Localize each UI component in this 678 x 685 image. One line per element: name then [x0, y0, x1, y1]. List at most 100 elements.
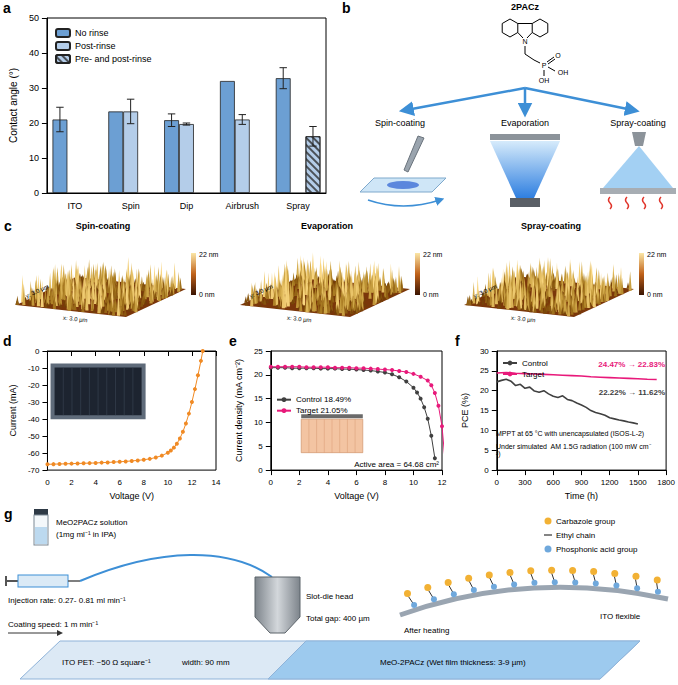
svg-text:c: c	[4, 218, 12, 234]
svg-text:Coating speed: 1 m min⁻¹: Coating speed: 1 m min⁻¹	[8, 620, 98, 629]
svg-text:6: 6	[354, 478, 359, 487]
svg-text:Injection rate: 0.27- 0.81 ml: Injection rate: 0.27- 0.81 ml min⁻¹	[8, 596, 126, 605]
svg-text:Voltage (V): Voltage (V)	[334, 491, 379, 501]
svg-text:d: d	[3, 333, 12, 349]
svg-text:P: P	[542, 62, 547, 69]
svg-text:Spray: Spray	[286, 201, 310, 211]
svg-text:-30: -30	[28, 398, 40, 407]
svg-text:0: 0	[258, 466, 263, 475]
svg-text:14: 14	[212, 478, 221, 487]
svg-text:f: f	[455, 333, 460, 349]
svg-text:Control 18.49%: Control 18.49%	[296, 395, 351, 404]
svg-text:40: 40	[29, 48, 39, 58]
svg-text:Post-rinse: Post-rinse	[75, 41, 116, 51]
svg-text:25: 25	[254, 347, 263, 356]
svg-text:Carbazole group: Carbazole group	[556, 517, 616, 526]
svg-text:Spin-coating: Spin-coating	[375, 118, 425, 128]
svg-text:Spin-coating: Spin-coating	[76, 221, 131, 231]
svg-text:Ethyl chain: Ethyl chain	[556, 531, 595, 540]
svg-text:300: 300	[518, 478, 532, 487]
svg-text:Airbrush: Airbrush	[226, 201, 260, 211]
svg-text:Target 21.05%: Target 21.05%	[296, 406, 348, 415]
svg-text:Under simulated AM 1.5G radia: Under simulated AM 1.5G radiation (100 m…	[496, 443, 652, 451]
svg-text:-60: -60	[28, 449, 40, 458]
svg-text:N: N	[522, 38, 527, 45]
svg-text:Target: Target	[522, 370, 545, 379]
svg-text:Current (mA): Current (mA)	[8, 385, 18, 437]
svg-text:0 nm: 0 nm	[647, 291, 663, 298]
svg-text:ITO flexible: ITO flexible	[600, 612, 641, 621]
svg-text:20: 20	[480, 386, 489, 395]
svg-text:0: 0	[269, 478, 274, 487]
svg-text:1200: 1200	[601, 478, 619, 487]
svg-text:Spin: Spin	[122, 201, 140, 211]
svg-text:4: 4	[93, 478, 98, 487]
svg-text:Spray-coating: Spray-coating	[610, 118, 666, 128]
svg-text:30: 30	[29, 83, 39, 93]
svg-text:a: a	[3, 0, 11, 16]
svg-text:OH: OH	[539, 77, 550, 84]
svg-text:2: 2	[297, 478, 302, 487]
svg-text:20: 20	[254, 370, 263, 379]
svg-text:6: 6	[117, 478, 122, 487]
svg-text:Dip: Dip	[180, 201, 194, 211]
svg-text:PCE (%): PCE (%)	[460, 393, 470, 428]
svg-text:y: 3.0 µm: y: 3.0 µm	[473, 283, 498, 299]
svg-text:0: 0	[45, 478, 50, 487]
svg-text:ITO PET: ~50 Ω square⁻¹: ITO PET: ~50 Ω square⁻¹	[62, 658, 151, 667]
svg-text:600: 600	[547, 478, 561, 487]
svg-text:-10: -10	[28, 364, 40, 373]
svg-text:10: 10	[480, 426, 489, 435]
svg-text:Current density (mA cm⁻²): Current density (mA cm⁻²)	[234, 359, 244, 462]
svg-text:Phosphonic acid group: Phosphonic acid group	[556, 545, 638, 554]
svg-text:0: 0	[484, 466, 489, 475]
svg-text:b: b	[342, 0, 351, 16]
svg-text:y: 3.0 µm: y: 3.0 µm	[249, 283, 274, 299]
svg-text:²): ²)	[496, 450, 501, 458]
svg-text:Total gap: 400 µm: Total gap: 400 µm	[306, 614, 370, 623]
svg-text:width: 90 mm: width: 90 mm	[181, 658, 230, 667]
svg-text:Contact angle (°): Contact angle (°)	[8, 68, 19, 143]
svg-text:OH: OH	[558, 69, 569, 76]
svg-text:25: 25	[480, 366, 489, 375]
svg-text:0: 0	[495, 478, 500, 487]
svg-text:10: 10	[163, 478, 172, 487]
svg-text:Active area = 64.68 cm²: Active area = 64.68 cm²	[354, 460, 439, 469]
svg-text:1500: 1500	[629, 478, 647, 487]
svg-text:Pre- and post-rinse: Pre- and post-rinse	[75, 54, 152, 64]
svg-text:-20: -20	[28, 381, 40, 390]
svg-text:Spray-coating: Spray-coating	[521, 221, 581, 231]
svg-text:MPPT at 65 °C with unencapsula: MPPT at 65 °C with unencapsulated (ISOS-…	[496, 430, 644, 438]
svg-text:MeO-2PACz (Wet film thickness:: MeO-2PACz (Wet film thickness: 3-9 µm)	[380, 658, 526, 667]
svg-text:O: O	[555, 52, 561, 59]
svg-text:0 nm: 0 nm	[423, 291, 439, 298]
svg-text:30: 30	[480, 347, 489, 356]
svg-text:ITO: ITO	[67, 201, 82, 211]
svg-text:g: g	[4, 507, 13, 522]
svg-text:8: 8	[383, 478, 388, 487]
svg-text:y: 3.0 µm: y: 3.0 µm	[25, 283, 50, 299]
svg-text:Evaporation: Evaporation	[501, 118, 549, 128]
svg-text:20: 20	[29, 118, 39, 128]
svg-text:-40: -40	[28, 415, 40, 424]
svg-text:2PACz: 2PACz	[511, 2, 539, 12]
svg-text:22.22% → 11.62%: 22.22% → 11.62%	[599, 388, 665, 397]
svg-text:12: 12	[438, 478, 447, 487]
svg-text:MeO2PACz solution: MeO2PACz solution	[56, 518, 127, 527]
svg-text:Voltage (V): Voltage (V)	[109, 491, 154, 501]
svg-text:5: 5	[484, 446, 489, 455]
svg-text:Evaporation: Evaporation	[301, 221, 353, 231]
svg-text:900: 900	[575, 478, 589, 487]
svg-text:0: 0	[35, 347, 40, 356]
svg-text:4: 4	[326, 478, 331, 487]
svg-text:2: 2	[69, 478, 74, 487]
svg-text:5: 5	[258, 442, 263, 451]
svg-text:0: 0	[34, 188, 39, 198]
svg-text:-70: -70	[28, 466, 40, 475]
svg-text:10: 10	[409, 478, 418, 487]
svg-text:Time (h): Time (h)	[565, 491, 598, 501]
svg-text:-50: -50	[28, 432, 40, 441]
svg-text:50: 50	[29, 13, 39, 23]
svg-text:12: 12	[187, 478, 196, 487]
svg-text:22 nm: 22 nm	[423, 251, 443, 258]
